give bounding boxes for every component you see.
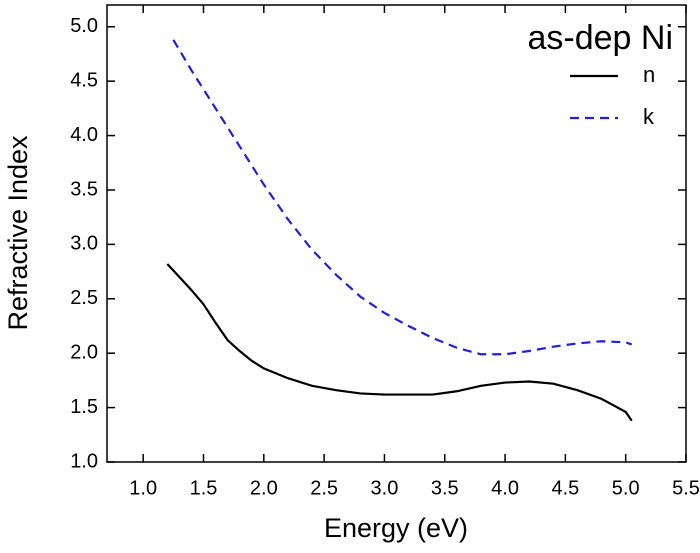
- legend-label: n: [643, 62, 655, 87]
- x-axis-label: Energy (eV): [324, 513, 468, 543]
- x-tick-label: 2.5: [310, 477, 338, 499]
- y-tick-label: 2.5: [70, 287, 98, 309]
- y-tick-label: 4.0: [70, 124, 98, 146]
- y-tick-label: 5.0: [70, 15, 98, 37]
- y-axis-label: Refractive Index: [3, 135, 33, 331]
- x-tick-label: 5.5: [672, 477, 700, 499]
- x-tick-label: 1.0: [129, 477, 157, 499]
- x-tick-label: 4.0: [491, 477, 519, 499]
- x-tick-label: 1.5: [190, 477, 218, 499]
- y-tick-label: 2.0: [70, 341, 98, 363]
- line: [172, 39, 633, 356]
- x-tick-label: 2.0: [250, 477, 278, 499]
- chart-title: as-dep Ni: [527, 19, 673, 57]
- x-tick-label: 3.5: [431, 477, 459, 499]
- y-tick-label: 4.5: [70, 69, 98, 91]
- y-tick-label: 1.0: [70, 450, 98, 472]
- y-tick-label: 1.5: [70, 396, 98, 418]
- line: [166, 263, 633, 422]
- x-tick-label: 5.0: [612, 477, 640, 499]
- x-tick-label: 3.0: [371, 477, 399, 499]
- legend-label: k: [643, 104, 655, 129]
- plot-frame: [106, 4, 687, 463]
- x-tick-label: 4.5: [551, 477, 579, 499]
- y-tick-label: 3.5: [70, 178, 98, 200]
- y-tick-label: 3.0: [70, 233, 98, 255]
